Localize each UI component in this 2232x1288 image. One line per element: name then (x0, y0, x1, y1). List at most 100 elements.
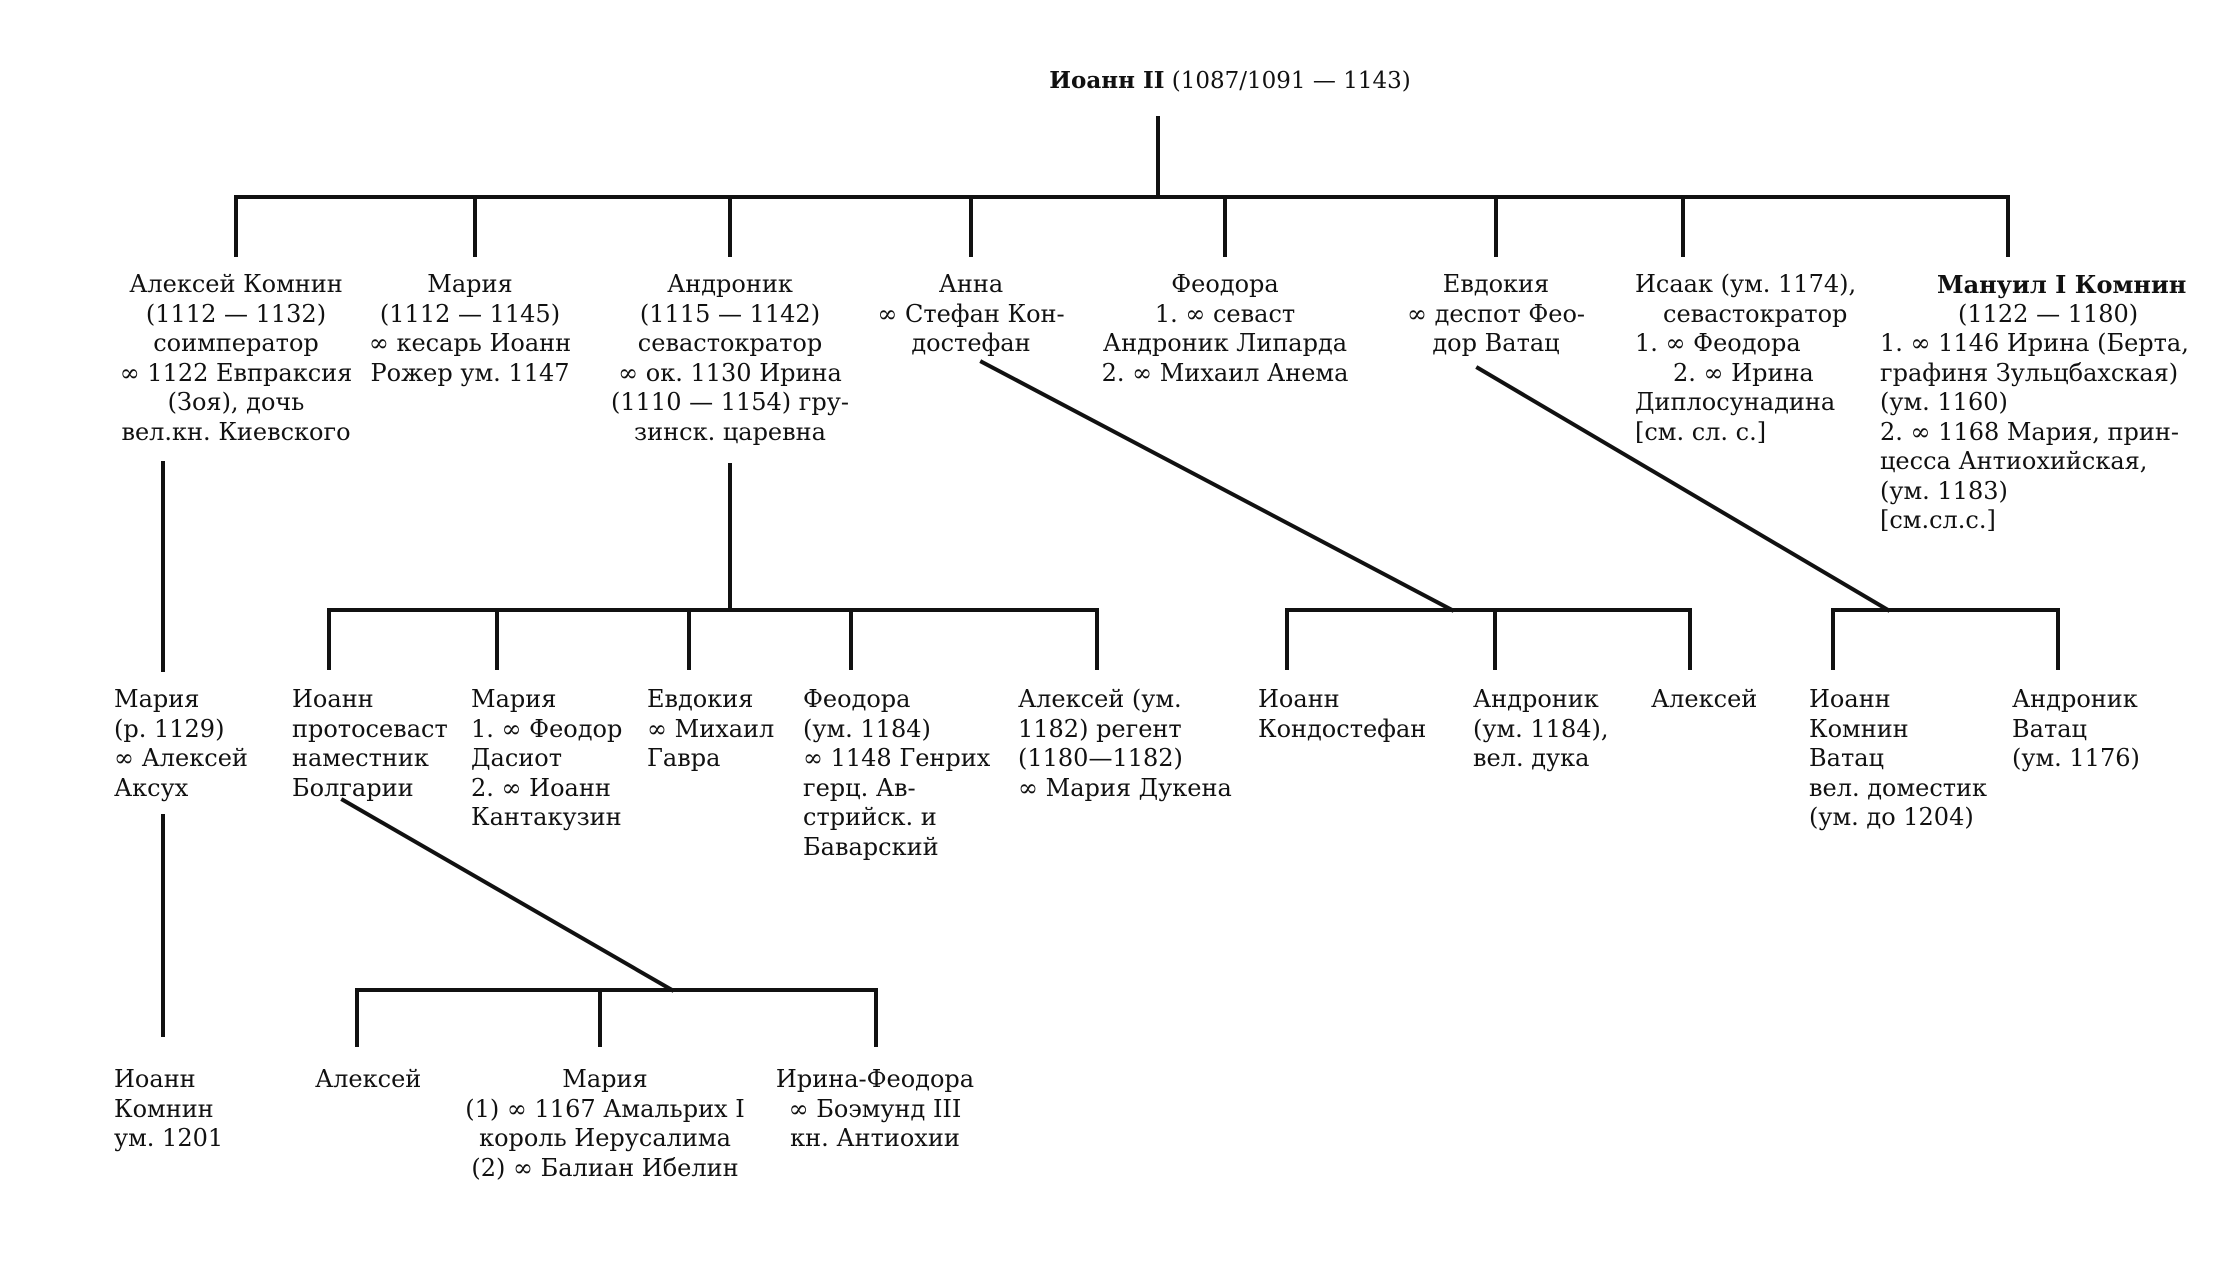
person-ioann-vatats: Иоанн Комнин Ватац вел. доместик (ум. до… (1809, 685, 1989, 833)
person-line: стрийск. и (803, 803, 937, 831)
person-line: Мария (562, 1065, 648, 1093)
person-line: (Зоя), дочь (167, 388, 305, 416)
person-line: (1) ∞ 1167 Амальрих I (465, 1094, 745, 1123)
person-line: [см. сл. с.] (1635, 417, 1767, 446)
person-line: цесса Антиохийская, (1880, 447, 2148, 475)
person-line: Иоанн (114, 1065, 196, 1093)
person-line: наместник (292, 744, 429, 772)
person-line: вел.кн. Киевского (121, 417, 351, 446)
person-line: Мария (114, 685, 200, 713)
person-line: Евдокия (647, 685, 754, 713)
person-line: (ум. 1160) (1880, 388, 2008, 416)
person-line: (р. 1129) (114, 714, 225, 743)
person-line: ∞ Михаил (647, 714, 775, 743)
person-line: ∞ деспот Фео- (1406, 299, 1586, 328)
person-line: 2. ∞ 1168 Мария, прин- (1880, 417, 2179, 446)
person-aleksei-gen3: Алексей (315, 1065, 435, 1095)
connector (1475, 365, 1891, 613)
person-line: (1112 — 1145) (379, 299, 561, 328)
person-line: Иоанн (292, 685, 374, 713)
person-mariya-dasiot: Мария 1. ∞ Феодор Дасиот 2. ∞ Иоанн Кант… (471, 685, 631, 833)
person-line: 2. ∞ Михаил Анема (1101, 358, 1349, 387)
person-line: (ум. 1176) (2012, 744, 2140, 772)
person-ioann-komnin-1201: Иоанн Комнин ум. 1201 (114, 1065, 254, 1154)
person-line: Диплосунадина (1635, 388, 1836, 416)
person-line: ∞ кесарь Иоанн (368, 329, 572, 357)
root-name: Иоанн II (1049, 67, 1165, 94)
person-line: Болгарии (292, 773, 414, 802)
person-line: Рожер ум. 1147 (370, 358, 570, 387)
person-irina-feodora: Ирина-Феодора ∞ Боэмунд III кн. Антиохии (765, 1065, 985, 1154)
person-line: Дасиот (471, 744, 562, 772)
person-ioann-kondostefan: Иоанн Кондостефан (1258, 685, 1433, 744)
person-line: зинск. царевна (634, 417, 826, 446)
person-name: Мануил I Комнин (1937, 270, 2187, 299)
person-line: ∞ Боэмунд III (788, 1094, 962, 1123)
person-line: Ватац (1809, 744, 1884, 772)
person-line: (1122 — 1180) (1958, 299, 2139, 328)
person-line: Исаак (ум. 1174), (1635, 270, 1857, 298)
person-line: Андроник (1473, 685, 1599, 713)
person-line: кн. Антиохии (790, 1124, 960, 1152)
person-evdokiya-gavra: Евдокия ∞ Михаил Гавра (647, 685, 787, 774)
person-line: Иоанн (1258, 685, 1340, 713)
person-line: 1. ∞ Феодор (471, 714, 623, 743)
person-andronik-vatats: Андроник Ватац (ум. 1176) (2012, 685, 2162, 774)
person-line: (2) ∞ Балиан Ибелин (471, 1153, 739, 1182)
person-line: Андроник Липарда (1102, 329, 1348, 357)
person-line: Ватац (2012, 714, 2087, 743)
person-line: Анна (938, 270, 1004, 298)
person-line: ум. 1201 (114, 1124, 224, 1152)
person-line: (1112 — 1132) (145, 299, 327, 328)
person-line: 1. ∞ севаст (1154, 299, 1296, 328)
person-line: Гавра (647, 744, 721, 772)
person-line: ∞ 1148 Генрих (803, 744, 991, 772)
person-line: 1. ∞ 1146 Ирина (Берта, (1880, 329, 2189, 357)
person-aleksei-kondostefan: Алексей (1651, 685, 1761, 715)
person-line: (ум. 1183) (1880, 476, 2008, 505)
person-line: Ирина-Феодора (775, 1065, 975, 1093)
root-dates: (1087/1091 — 1143) (1171, 68, 1411, 94)
person-line: соимператор (153, 329, 319, 357)
person-line: (1110 — 1154) гру- (611, 388, 849, 416)
person-line: Мария (427, 270, 513, 298)
person-line: Мария (471, 685, 557, 713)
person-anna: Анна ∞ Стефан Кон- достефан (861, 270, 1081, 359)
person-line: ∞ ок. 1130 Ирина (618, 358, 842, 387)
person-line: графиня Зульцбахская) (1880, 358, 2179, 387)
person-manuil-i: Мануил I Комнин (1122 — 1180) 1. ∞ 1146 … (1880, 270, 2200, 536)
person-line: достефан (911, 329, 1031, 357)
person-line: Комнин (1809, 714, 1909, 743)
person-feodora: Феодора 1. ∞ севаст Андроник Липарда 2. … (1100, 270, 1350, 388)
person-line: 1182) регент (1018, 714, 1182, 743)
person-line: герц. Ав- (803, 773, 916, 802)
person-line: Иоанн (1809, 685, 1891, 713)
person-line: Баварский (803, 832, 939, 861)
person-line: дор Ватац (1432, 329, 1560, 357)
person-line: Алексей (ум. (1018, 685, 1182, 713)
person-line: ∞ Мария Дукена (1018, 773, 1232, 802)
person-line: Алексей (315, 1065, 422, 1093)
person-line: (ум. 1184), (1473, 714, 1609, 743)
person-isaak: Исаак (ум. 1174), севастократор 1. ∞ Фео… (1635, 270, 1857, 447)
person-andronik-1115: Андроник (1115 — 1142) севастократор ∞ о… (590, 270, 870, 447)
person-mariya-1112: Мария (1112 — 1145) ∞ кесарь Иоанн Рожер… (345, 270, 595, 388)
person-line: Аксух (114, 773, 189, 802)
person-line: ∞ Стефан Кон- (877, 299, 1065, 328)
person-andronik-1184: Андроник (ум. 1184), вел. дука (1473, 685, 1623, 774)
person-line: вел. дука (1473, 744, 1590, 772)
person-line: Евдокия (1442, 270, 1550, 298)
person-aleksei-regent: Алексей (ум. 1182) регент (1180—1182) ∞ … (1018, 685, 1233, 803)
person-line: (1180—1182) (1018, 744, 1183, 772)
person-line: 2. ∞ Иоанн (471, 773, 611, 802)
person-line: Феодора (1171, 270, 1279, 298)
person-feodora-1184: Феодора (ум. 1184) ∞ 1148 Генрих герц. А… (803, 685, 998, 862)
connector (340, 797, 675, 993)
person-line: [см.сл.с.] (1880, 506, 1996, 534)
person-line: Алексей (1651, 685, 1758, 713)
person-line: ∞ 1122 Евпраксия (119, 358, 353, 387)
person-line: Феодора (803, 685, 911, 713)
connector (979, 359, 1455, 613)
person-line: (ум. до 1204) (1809, 803, 1974, 831)
